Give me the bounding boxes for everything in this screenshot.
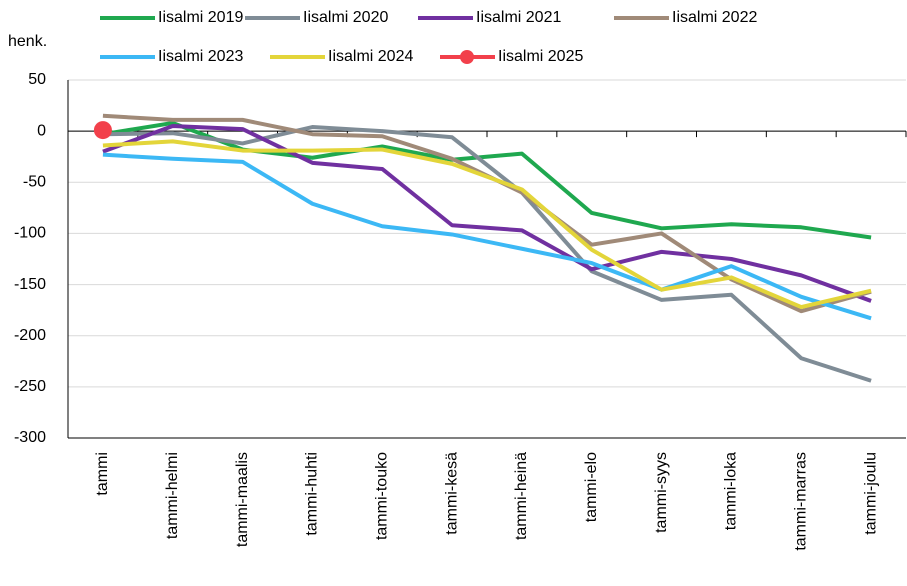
series-line <box>102 113 872 314</box>
x-tick-label: tammi-kesä <box>443 452 460 535</box>
x-tick-label: tammi-helmi <box>164 452 181 539</box>
legend-label: Iisalmi 2021 <box>476 9 561 26</box>
legend-label: Iisalmi 2019 <box>158 9 243 26</box>
y-tick-label: -300 <box>14 429 46 446</box>
y-tick-label: -100 <box>14 225 46 242</box>
y-tick-label: -150 <box>14 276 46 293</box>
x-tick-label: tammi-heinä <box>513 452 530 540</box>
series-line <box>102 139 872 310</box>
series-line <box>102 125 872 383</box>
legend-label: Iisalmi 2022 <box>672 9 757 26</box>
x-tick-label: tammi-marras <box>792 452 809 551</box>
y-axis-label: henk. <box>8 33 47 50</box>
y-tick-label: -50 <box>23 174 46 191</box>
legend-label: Iisalmi 2025 <box>498 48 583 65</box>
legend-label: Iisalmi 2024 <box>328 48 413 65</box>
data-point <box>93 121 112 140</box>
x-tick-label: tammi-joulu <box>862 452 879 535</box>
x-tick-label: tammi-elo <box>583 452 600 522</box>
legend-marker <box>460 50 474 64</box>
x-tick-label: tammi <box>94 452 111 496</box>
x-tick-label: tammi-syys <box>653 452 670 533</box>
series-line <box>102 120 872 240</box>
legend-label: Iisalmi 2023 <box>158 48 243 65</box>
series-line <box>102 152 872 321</box>
series-line <box>102 124 872 303</box>
x-tick-label: tammi-huhti <box>304 452 321 536</box>
y-tick-label: 50 <box>28 71 46 88</box>
y-tick-label: -200 <box>14 327 46 344</box>
y-tick-label: -250 <box>14 378 46 395</box>
x-tick-label: tammi-touko <box>373 452 390 540</box>
x-tick-label: tammi-loka <box>723 452 740 530</box>
x-tick-label: tammi-maalis <box>234 452 251 547</box>
legend-label: Iisalmi 2020 <box>303 9 388 26</box>
y-tick-label: 0 <box>37 122 46 139</box>
